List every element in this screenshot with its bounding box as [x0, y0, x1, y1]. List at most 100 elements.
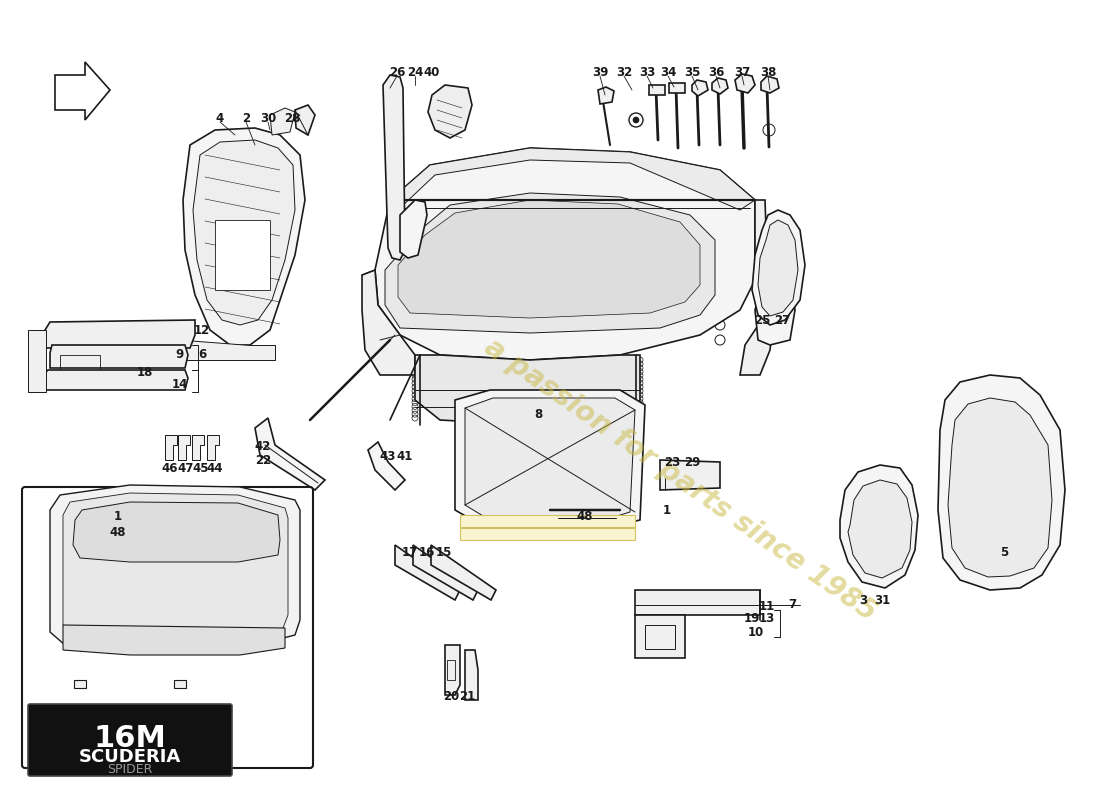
- Text: 10: 10: [748, 626, 764, 638]
- Polygon shape: [55, 62, 110, 120]
- Polygon shape: [948, 398, 1052, 577]
- Text: 9: 9: [176, 349, 184, 362]
- Polygon shape: [395, 545, 460, 600]
- Text: SCUDERIA: SCUDERIA: [79, 748, 182, 766]
- Polygon shape: [455, 390, 645, 530]
- Text: 8: 8: [534, 409, 542, 422]
- Polygon shape: [752, 210, 805, 325]
- Text: 2: 2: [242, 111, 250, 125]
- Text: 21: 21: [459, 690, 475, 703]
- Text: 24: 24: [407, 66, 424, 78]
- Polygon shape: [295, 105, 315, 135]
- Text: SPIDER: SPIDER: [108, 763, 153, 776]
- Polygon shape: [73, 502, 280, 562]
- Polygon shape: [50, 485, 300, 650]
- Text: 7: 7: [788, 598, 796, 611]
- Polygon shape: [415, 355, 640, 425]
- Text: 22: 22: [255, 454, 271, 466]
- Bar: [460, 515, 635, 527]
- Text: 35: 35: [684, 66, 701, 78]
- Polygon shape: [270, 108, 295, 135]
- Text: 32: 32: [616, 66, 632, 78]
- Text: 1: 1: [663, 503, 671, 517]
- Polygon shape: [598, 87, 614, 104]
- Text: 5: 5: [1000, 546, 1008, 558]
- Polygon shape: [398, 200, 700, 318]
- Circle shape: [632, 117, 639, 123]
- Polygon shape: [761, 76, 779, 93]
- Polygon shape: [465, 650, 478, 700]
- Text: 34: 34: [660, 66, 676, 78]
- Bar: [60, 355, 100, 383]
- Polygon shape: [63, 493, 288, 640]
- Text: 15: 15: [436, 546, 452, 558]
- Text: 11: 11: [759, 599, 775, 613]
- Text: 18: 18: [136, 366, 153, 378]
- Text: 27: 27: [774, 314, 790, 326]
- Text: 37: 37: [734, 66, 750, 78]
- Text: 43: 43: [379, 450, 396, 463]
- Text: 33: 33: [639, 66, 656, 78]
- Polygon shape: [635, 615, 685, 658]
- Text: 1: 1: [114, 510, 122, 523]
- Bar: [74, 680, 86, 688]
- Polygon shape: [755, 275, 795, 345]
- Polygon shape: [45, 320, 195, 348]
- Polygon shape: [63, 625, 285, 655]
- Polygon shape: [50, 345, 188, 368]
- FancyBboxPatch shape: [28, 704, 232, 776]
- Polygon shape: [368, 442, 405, 490]
- Text: 16: 16: [419, 546, 436, 558]
- Polygon shape: [758, 220, 798, 316]
- Text: 47: 47: [178, 462, 195, 474]
- Polygon shape: [375, 148, 755, 360]
- Text: 30: 30: [260, 111, 276, 125]
- Text: a passion for parts since 1985: a passion for parts since 1985: [478, 334, 881, 626]
- Text: 17: 17: [402, 546, 418, 558]
- Polygon shape: [635, 590, 760, 615]
- Text: 36: 36: [707, 66, 724, 78]
- Bar: [645, 625, 675, 649]
- Bar: [460, 528, 635, 540]
- Text: 26: 26: [388, 66, 405, 78]
- Text: 13: 13: [759, 613, 775, 626]
- Text: 41: 41: [397, 450, 414, 463]
- Polygon shape: [383, 75, 405, 260]
- Bar: [649, 85, 666, 95]
- Polygon shape: [400, 200, 427, 258]
- Text: 23: 23: [664, 455, 680, 469]
- Polygon shape: [712, 78, 728, 94]
- Bar: [447, 660, 455, 680]
- Polygon shape: [192, 435, 204, 460]
- Bar: [214, 220, 270, 290]
- Polygon shape: [183, 128, 305, 345]
- Text: 4: 4: [216, 111, 224, 125]
- Text: 29: 29: [684, 455, 701, 469]
- Polygon shape: [385, 193, 715, 333]
- Text: 48: 48: [576, 510, 593, 523]
- Polygon shape: [446, 645, 460, 695]
- Text: 42: 42: [255, 441, 272, 454]
- Text: 14: 14: [172, 378, 188, 391]
- Text: 44: 44: [207, 462, 223, 474]
- Polygon shape: [428, 85, 472, 138]
- Polygon shape: [840, 465, 918, 588]
- FancyBboxPatch shape: [22, 487, 313, 768]
- Text: 39: 39: [592, 66, 608, 78]
- Polygon shape: [848, 480, 912, 578]
- Text: 38: 38: [760, 66, 777, 78]
- Polygon shape: [735, 74, 755, 93]
- Polygon shape: [192, 140, 295, 325]
- Polygon shape: [178, 435, 190, 460]
- Text: 12: 12: [194, 323, 210, 337]
- Text: 31: 31: [873, 594, 890, 606]
- Polygon shape: [362, 270, 415, 375]
- Polygon shape: [185, 340, 275, 360]
- Polygon shape: [431, 545, 496, 600]
- Polygon shape: [165, 435, 177, 460]
- Text: 25: 25: [754, 314, 770, 326]
- Polygon shape: [660, 460, 720, 490]
- Text: 16M: 16M: [94, 724, 166, 753]
- Text: 48: 48: [110, 526, 126, 539]
- Text: 20: 20: [443, 690, 459, 703]
